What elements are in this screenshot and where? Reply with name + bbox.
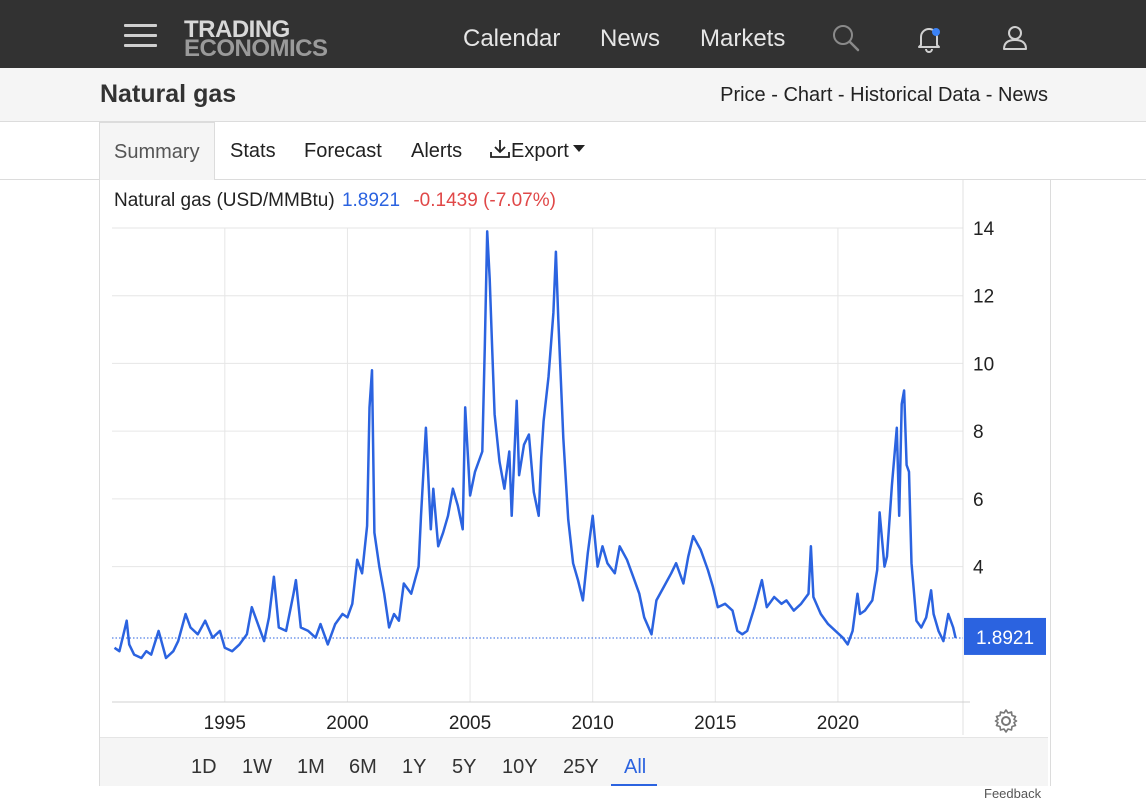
last-value-label: 1.8921 — [976, 628, 1034, 649]
series-line — [113, 230, 957, 660]
y-tick-label: 4 — [973, 558, 984, 579]
range-1d-button[interactable]: 1D — [191, 756, 217, 778]
x-tick-label: 2020 — [817, 713, 859, 734]
logo-line-1: TRADING — [184, 16, 290, 43]
tab-row: Summary Stats Forecast Alerts Export — [0, 122, 1146, 180]
top-navbar: TRADING ECONOMICS Calendar News Markets — [0, 0, 1146, 68]
tab-summary[interactable]: Summary — [99, 122, 215, 180]
breadcrumb-historical-data-link[interactable]: Historical Data — [850, 84, 981, 106]
y-tick-label: 6 — [973, 490, 984, 511]
range-selector: 1D 1W 1M 6M 1Y 5Y 10Y 25Y All — [100, 737, 1048, 786]
tab-stats[interactable]: Stats — [230, 140, 276, 162]
range-10y-button[interactable]: 10Y — [502, 756, 538, 778]
download-icon — [490, 140, 510, 159]
breadcrumb-separator: - — [765, 84, 784, 106]
range-25y-button[interactable]: 25Y — [563, 756, 599, 778]
nav-news-link[interactable]: News — [600, 25, 661, 52]
user-icon[interactable] — [1001, 23, 1031, 53]
gear-icon[interactable] — [992, 707, 1020, 735]
y-tick-label: 8 — [973, 422, 984, 443]
chart-panel — [99, 180, 1051, 786]
chart-gridlines — [112, 227, 963, 702]
page-title: Natural gas — [100, 80, 237, 108]
range-1m-button[interactable]: 1M — [297, 756, 325, 778]
breadcrumb-separator: - — [832, 84, 851, 106]
y-tick-label: 14 — [973, 219, 995, 240]
legend-series-name: Natural gas (USD/MMBtu) — [114, 190, 335, 211]
caret-down-icon — [572, 145, 585, 153]
site-logo[interactable]: TRADING ECONOMICS — [184, 16, 354, 62]
range-all-button[interactable]: All — [624, 756, 647, 778]
x-tick-label: 2000 — [326, 713, 368, 734]
breadcrumb-separator: - — [980, 84, 998, 106]
title-bar: Natural gas Price - Chart - Historical D… — [0, 68, 1146, 122]
search-icon[interactable] — [832, 24, 862, 54]
x-tick-label: 2005 — [449, 713, 491, 734]
menu-icon[interactable] — [124, 24, 158, 48]
breadcrumb-price-link[interactable]: Price — [720, 84, 766, 106]
feedback-link[interactable]: Feedback — [984, 786, 1042, 801]
active-range-underline — [611, 784, 657, 786]
legend-price: 1.8921 — [341, 190, 401, 211]
breadcrumb-news-link[interactable]: News — [997, 84, 1048, 106]
x-tick-label: 2015 — [694, 713, 736, 734]
nav-calendar-link[interactable]: Calendar — [463, 25, 561, 52]
last-value-label-group: 1.8921 — [112, 617, 1046, 655]
chart-series — [113, 230, 957, 660]
range-1y-button[interactable]: 1Y — [402, 756, 427, 778]
legend-change: -0.1439 (-7.07%) — [413, 190, 556, 211]
last-value-badge — [964, 617, 1046, 655]
nav-markets-link[interactable]: Markets — [700, 25, 786, 52]
export-label: Export — [511, 140, 569, 162]
y-tick-label: 10 — [973, 354, 994, 375]
chart-axes: 4 6 8 10 12 14 1995 2000 2005 2010 2015 2020 — [204, 219, 995, 734]
tab-forecast[interactable]: Forecast — [304, 140, 382, 162]
export-dropdown[interactable]: Export — [489, 122, 585, 179]
breadcrumb-chart-link[interactable]: Chart — [783, 84, 833, 106]
chart-legend: Natural gas (USD/MMBtu) 1.8921 -0.1439 (… — [114, 190, 556, 212]
range-6m-button[interactable]: 6M — [349, 756, 377, 778]
x-tick-label: 1995 — [204, 713, 246, 734]
breadcrumb: Price - Chart - Historical Data - News — [720, 84, 1048, 107]
y-tick-label: 12 — [973, 287, 994, 308]
x-tick-label: 2010 — [572, 713, 614, 734]
tab-alerts[interactable]: Alerts — [411, 140, 463, 162]
logo-line-2: ECONOMICS — [184, 35, 328, 62]
range-1w-button[interactable]: 1W — [242, 756, 272, 778]
range-5y-button[interactable]: 5Y — [452, 756, 477, 778]
bell-icon[interactable] — [914, 24, 944, 54]
